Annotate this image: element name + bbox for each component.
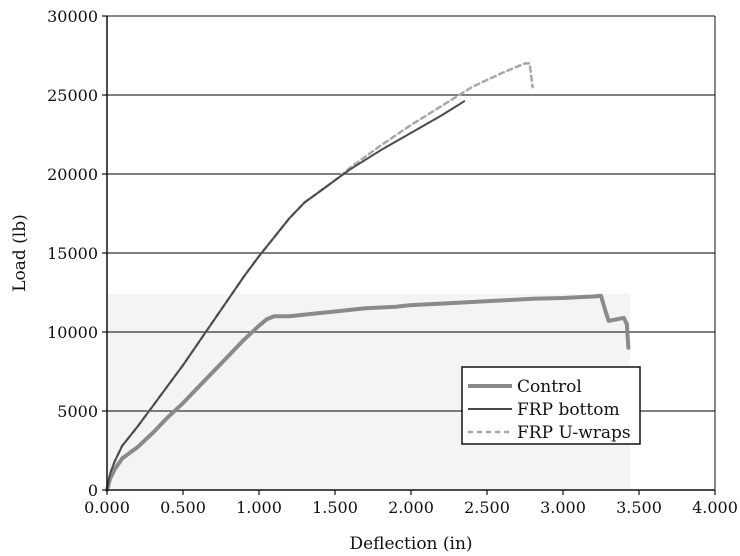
y-tick-label-1: 5000 <box>57 402 98 421</box>
y-tick-label-6: 30000 <box>47 7 98 26</box>
legend: Control FRP bottom FRP U-wraps <box>461 366 641 445</box>
legend-label-control: Control <box>517 377 582 397</box>
y-axis-title: Load (lb) <box>10 214 30 292</box>
x-tick-label-1: 0.500 <box>160 498 206 517</box>
series-line-control <box>105 293 631 492</box>
legend-label-frp-bottom: FRP bottom <box>517 400 620 420</box>
x-axis-title: Deflection (in) <box>349 534 472 554</box>
x-tick-label-0: 0.000 <box>84 498 130 517</box>
y-tick-label-3: 15000 <box>47 244 98 263</box>
x-tick-label-8: 4.000 <box>692 498 738 517</box>
y-tick-label-4: 20000 <box>47 165 98 184</box>
x-tick-label-2: 1.000 <box>236 498 282 517</box>
x-tick-label-6: 3.000 <box>540 498 586 517</box>
y-tick-label-2: 10000 <box>47 323 98 342</box>
legend-label-frp-uwraps: FRP U-wraps <box>517 423 631 443</box>
axis-ticks: 0 5000 10000 15000 20000 25000 30000 0.000 0.500… <box>47 7 738 517</box>
y-tick-label-0: 0 <box>88 481 98 500</box>
series-line-frp-bottom <box>106 100 466 491</box>
y-tick-label-5: 25000 <box>47 86 98 105</box>
x-tick-label-7: 3.500 <box>616 498 662 517</box>
legend-box <box>461 366 641 445</box>
x-tick-label-5: 2.500 <box>464 498 510 517</box>
x-tick-label-4: 2.000 <box>388 498 434 517</box>
series-lines <box>105 62 631 492</box>
x-tick-label-3: 1.500 <box>312 498 358 517</box>
